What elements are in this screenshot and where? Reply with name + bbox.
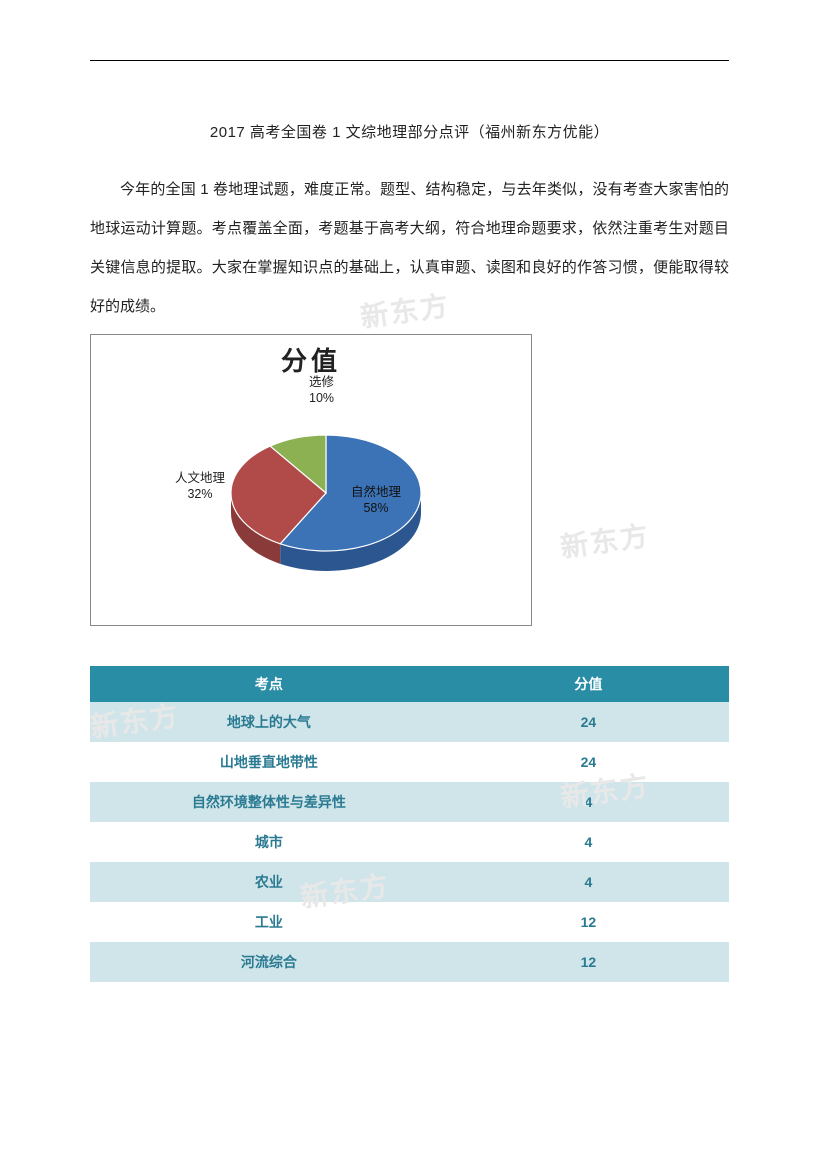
pie-label-natural: 自然地理58% (351, 485, 401, 516)
intro-paragraph: 今年的全国 1 卷地理试题，难度正常。题型、结构稳定，与去年类似，没有考查大家害… (90, 170, 729, 326)
table-row: 山地垂直地带性24 (90, 742, 729, 782)
doc-title: 2017 高考全国卷 1 文综地理部分点评（福州新东方优能） (90, 121, 729, 142)
table-row: 地球上的大气24 (90, 702, 729, 742)
pie-chart-container: 分值 选修10% 人文地理32% 自然地理58% (90, 334, 532, 626)
table-cell-topic: 城市 (90, 822, 448, 862)
table-row: 河流综合12 (90, 942, 729, 982)
table-cell-score: 24 (448, 742, 729, 782)
pie-label-human: 人文地理32% (175, 471, 225, 502)
table-row: 工业12 (90, 902, 729, 942)
chart-title: 分值 (91, 341, 531, 378)
table-cell-topic: 工业 (90, 902, 448, 942)
table-cell-score: 24 (448, 702, 729, 742)
table-cell-score: 12 (448, 902, 729, 942)
document-page: 新东方 新东方 新东方 新东方 新东方 2017 高考全国卷 1 文综地理部分点… (0, 0, 819, 1022)
table-row: 自然环境整体性与差异性4 (90, 782, 729, 822)
table-cell-score: 4 (448, 862, 729, 902)
table-cell-topic: 地球上的大气 (90, 702, 448, 742)
table-cell-topic: 河流综合 (90, 942, 448, 982)
table-cell-topic: 山地垂直地带性 (90, 742, 448, 782)
table-header-score: 分值 (448, 666, 729, 702)
top-rule (90, 60, 729, 61)
score-table: 考点 分值 地球上的大气24山地垂直地带性24自然环境整体性与差异性4城市4农业… (90, 666, 729, 982)
table-cell-score: 4 (448, 822, 729, 862)
table-cell-topic: 自然环境整体性与差异性 (90, 782, 448, 822)
table-header-topic: 考点 (90, 666, 448, 702)
table-row: 农业4 (90, 862, 729, 902)
pie-label-elective: 选修10% (309, 375, 334, 406)
table-header-row: 考点 分值 (90, 666, 729, 702)
watermark: 新东方 (558, 514, 653, 566)
table-cell-topic: 农业 (90, 862, 448, 902)
table-cell-score: 4 (448, 782, 729, 822)
table-row: 城市4 (90, 822, 729, 862)
table-cell-score: 12 (448, 942, 729, 982)
